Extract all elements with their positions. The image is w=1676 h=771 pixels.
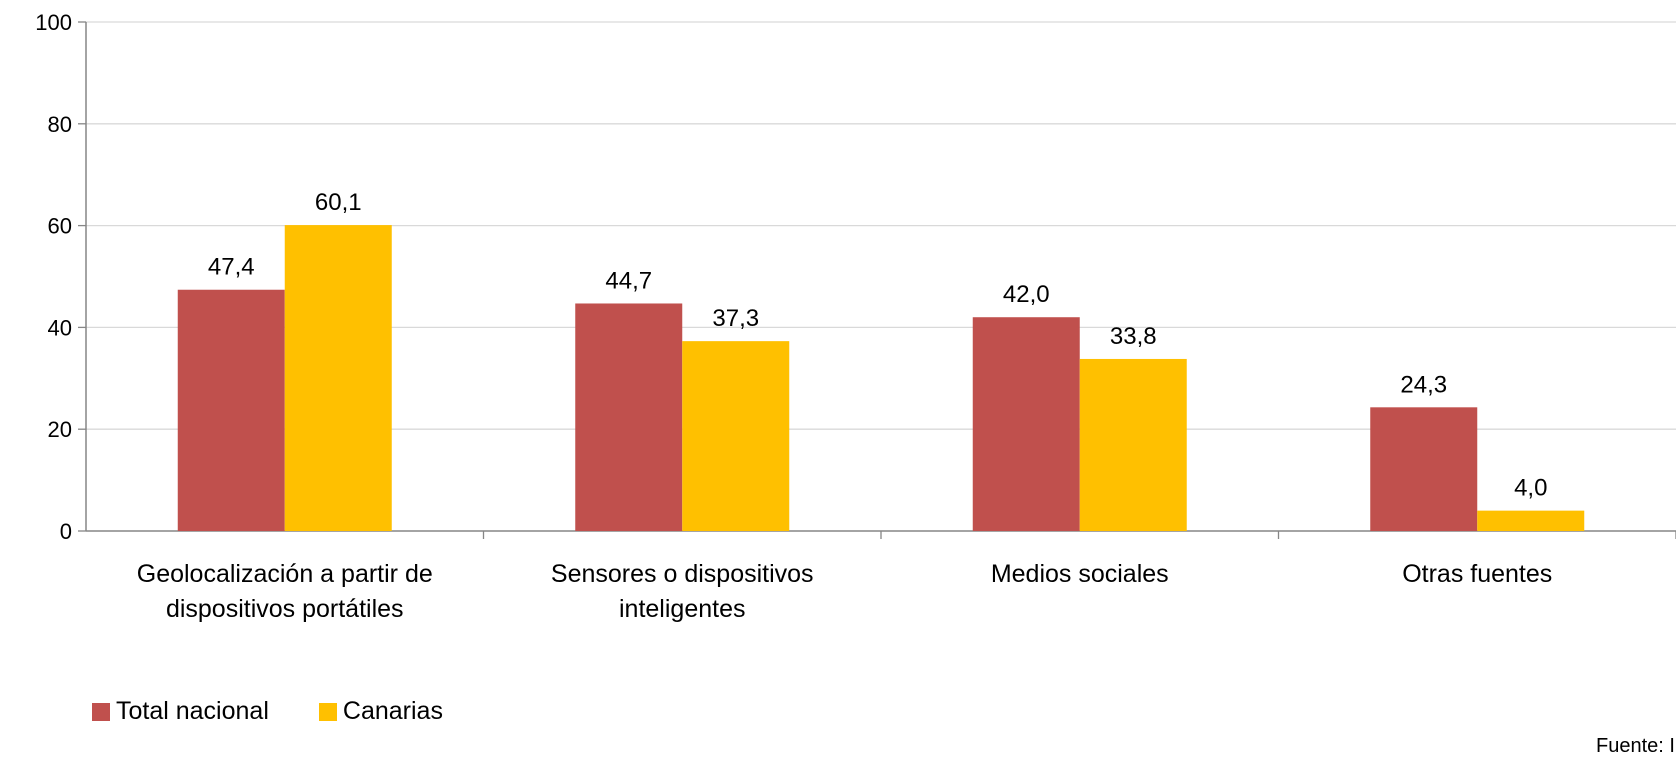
data-label: 60,1 [315, 189, 362, 216]
y-tick-label: 40 [48, 315, 72, 340]
bar [972, 317, 1080, 531]
category-label: Geolocalización a partir de [137, 560, 433, 588]
bar-chart: 0 20 40 60 80 100 47,4 60,1 Geolocalización a pa… [35, 10, 1676, 623]
legend-swatch-total-nacional [92, 702, 110, 721]
bar [177, 289, 285, 531]
bar [682, 341, 790, 531]
legend-label-canarias: Canarias [342, 697, 443, 725]
data-label: 37,3 [712, 305, 759, 332]
bar [1370, 407, 1478, 531]
data-label: 4,0 [1514, 475, 1547, 502]
legend: Total nacional Canarias [92, 697, 443, 726]
bar [1477, 510, 1585, 531]
bar [284, 225, 392, 531]
legend-label-total-nacional: Total nacional [116, 697, 269, 725]
data-label: 24,3 [1400, 371, 1447, 398]
data-label: 47,4 [208, 254, 255, 281]
y-tick-label: 80 [48, 112, 72, 137]
data-label: 44,7 [605, 267, 652, 294]
category-label: Sensores o dispositivos [551, 560, 814, 588]
y-tick-label: 0 [60, 519, 72, 544]
data-label: 33,8 [1110, 323, 1157, 350]
category-label: Otras fuentes [1402, 560, 1552, 588]
y-tick-label: 60 [48, 214, 72, 239]
legend-item-total-nacional: Total nacional [92, 697, 269, 726]
category-label: Medios sociales [991, 560, 1169, 588]
bar [575, 303, 683, 531]
legend-item-canarias: Canarias [318, 697, 443, 726]
category-label: inteligentes [619, 595, 745, 623]
legend-swatch-canarias [318, 702, 337, 721]
category-label: dispositivos portátiles [166, 595, 404, 623]
source-note: Fuente: INE [1596, 735, 1676, 757]
data-label: 42,0 [1003, 281, 1050, 308]
y-tick-label: 100 [35, 10, 72, 35]
y-tick-label: 20 [48, 417, 72, 442]
bar [1079, 358, 1187, 531]
